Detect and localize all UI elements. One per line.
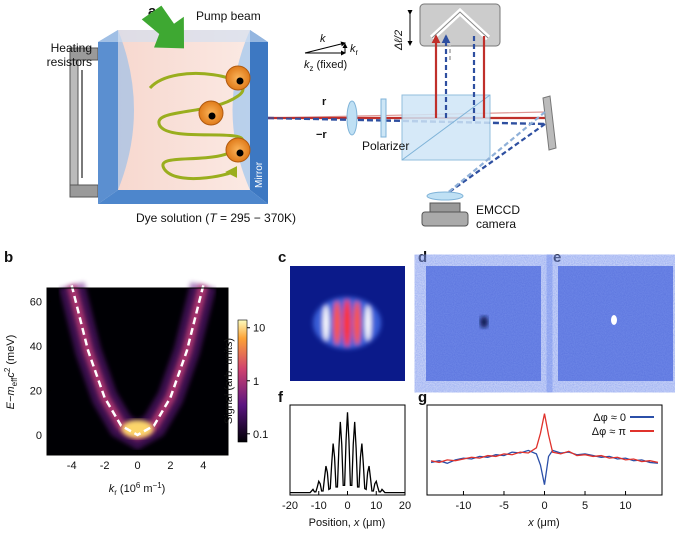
label-part: 6 bbox=[136, 481, 141, 490]
image-d bbox=[426, 266, 541, 381]
dl-label: Δℓ/2 bbox=[393, 30, 405, 51]
label-part: −m bbox=[5, 386, 17, 402]
label-part: x bbox=[527, 517, 534, 529]
x-tick-label: 5 bbox=[582, 500, 588, 512]
label-part: −1 bbox=[153, 481, 163, 490]
label-part: ) bbox=[162, 483, 166, 495]
signal-map bbox=[121, 419, 154, 438]
legend-label: Δφ ≈ 0 bbox=[593, 412, 626, 424]
dye-label: Dye solution (T = 295 − 370K) bbox=[136, 211, 296, 225]
panel-label: a bbox=[148, 3, 157, 20]
series-line bbox=[290, 412, 405, 494]
panel-label: e bbox=[553, 249, 561, 266]
label-part: k bbox=[109, 483, 115, 495]
x-axis-label: kr (106 m−1) bbox=[109, 481, 166, 497]
x-tick-label: -2 bbox=[100, 460, 110, 472]
heating-label: resistors bbox=[47, 55, 92, 69]
kz-label: kz (fixed) bbox=[304, 59, 347, 73]
x-tick-label: 10 bbox=[619, 500, 631, 512]
y-tick-label: 0 bbox=[36, 430, 42, 442]
panel-label: b bbox=[4, 249, 13, 266]
panel-label: g bbox=[418, 389, 427, 406]
image-e bbox=[558, 266, 673, 381]
kz-note: (fixed) bbox=[314, 59, 348, 71]
series-line bbox=[430, 413, 659, 464]
x-tick-label: 0 bbox=[344, 500, 350, 512]
label-part: (μm) bbox=[359, 517, 385, 529]
kr-label: kr bbox=[350, 43, 359, 57]
y-axis-label: E−meffc2 (meV) bbox=[3, 335, 19, 410]
x-tick-label: -10 bbox=[456, 500, 472, 512]
label-part: m bbox=[140, 483, 152, 495]
panel-label: f bbox=[278, 389, 284, 406]
label-part: (meV) bbox=[5, 335, 17, 368]
polarizer-label: Polarizer bbox=[362, 139, 409, 153]
camera-label: camera bbox=[476, 217, 516, 231]
legend-label: Δφ ≈ π bbox=[592, 426, 627, 438]
label-part: x bbox=[353, 517, 360, 529]
kr-base: k bbox=[350, 43, 356, 55]
colorbar-label: Signal (arb. units) bbox=[223, 338, 235, 424]
x-tick-label: 0 bbox=[541, 500, 547, 512]
label-part: Position, bbox=[309, 517, 354, 529]
heating-label: Heating bbox=[51, 41, 92, 55]
x-tick-label: 0 bbox=[134, 460, 140, 472]
mirror-label: Mirror bbox=[254, 161, 265, 188]
y-tick-label: 20 bbox=[30, 385, 42, 397]
k-label: k bbox=[320, 33, 326, 45]
x-tick-label: 2 bbox=[167, 460, 173, 472]
mr-label: −r bbox=[316, 129, 327, 141]
series-line bbox=[430, 449, 659, 485]
label-part: E bbox=[5, 401, 17, 409]
y-tick-label: 40 bbox=[30, 341, 42, 353]
setup-diagram: Mirror bbox=[69, 3, 557, 227]
panel-label: d bbox=[418, 249, 427, 266]
dye-text: Dye solution ( bbox=[136, 211, 209, 225]
dye-range: = 295 − 370K) bbox=[217, 211, 296, 225]
r-label: r bbox=[322, 96, 327, 108]
colorbar-tick-label: 1 bbox=[253, 376, 259, 388]
label-part: (μm) bbox=[534, 517, 560, 529]
kz-base: k bbox=[304, 59, 310, 71]
pump-label: Pump beam bbox=[196, 9, 261, 23]
x-tick-label: -5 bbox=[499, 500, 509, 512]
x-tick-label: -10 bbox=[311, 500, 327, 512]
kz-sub: z bbox=[310, 64, 314, 73]
camera-label: EMCCD bbox=[476, 203, 520, 217]
x-tick-label: -4 bbox=[67, 460, 77, 472]
x-tick-label: 20 bbox=[399, 500, 411, 512]
label-part: (10 bbox=[117, 483, 136, 495]
x-axis-label: x (μm) bbox=[527, 517, 559, 529]
colorbar-tick-label: 0.1 bbox=[253, 429, 268, 441]
label-part: eff bbox=[10, 377, 19, 387]
label-part: c bbox=[5, 372, 17, 378]
kr-sub: r bbox=[356, 48, 359, 57]
y-tick-label: 60 bbox=[30, 296, 42, 308]
x-tick-label: 10 bbox=[370, 500, 382, 512]
x-tick-label: 4 bbox=[200, 460, 206, 472]
dye-T: T bbox=[209, 211, 218, 225]
colorbar-tick-label: 10 bbox=[253, 323, 265, 335]
label-part: r bbox=[114, 488, 117, 497]
series-line bbox=[70, 285, 205, 437]
image-c bbox=[290, 266, 405, 381]
panel-label: c bbox=[278, 249, 286, 266]
x-tick-label: -20 bbox=[282, 500, 298, 512]
label-part: 2 bbox=[3, 367, 12, 372]
x-axis-label: Position, x (μm) bbox=[309, 517, 386, 529]
colorbar bbox=[237, 319, 248, 443]
